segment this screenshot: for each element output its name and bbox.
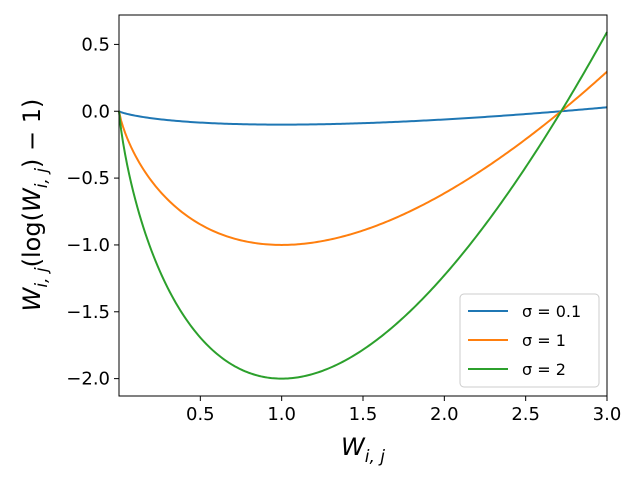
series-line-1 [118,106,608,126]
y-tick-label: −1.5 [66,302,110,323]
x-tick-label: 1.5 [349,404,378,425]
x-axis: 0.5 1.0 1.5 2.0 2.5 3.0 [186,396,621,425]
x-tick-label: 0.5 [186,404,215,425]
x-tick-label: 3.0 [593,404,622,425]
series-line-2 [118,70,608,246]
y-tick-label: −1.0 [66,235,110,256]
x-tick-label: 2.0 [430,404,459,425]
x-tick-label: 2.5 [511,404,540,425]
y-tick-label: 0.5 [81,34,110,55]
series-line-3 [118,31,608,380]
x-tick-label: 1.0 [267,404,296,425]
y-axis-label: Wi, j(log(Wi, j) − 1) [18,99,52,312]
x-axis-label: Wi, j [341,433,385,467]
legend: σ = 0.1 σ = 1 σ = 2 [459,293,600,388]
legend-label-2: σ = 1 [522,331,566,350]
y-tick-label: 0.0 [81,101,110,122]
y-tick-label: −0.5 [66,168,110,189]
y-axis: 0.5 0.0 −0.5 −1.0 −1.5 −2.0 [66,34,119,390]
legend-label-3: σ = 2 [522,360,566,379]
legend-label-1: σ = 0.1 [522,302,581,321]
legend-box [459,293,600,388]
y-tick-label: −2.0 [66,369,110,390]
series-layer [118,31,608,380]
